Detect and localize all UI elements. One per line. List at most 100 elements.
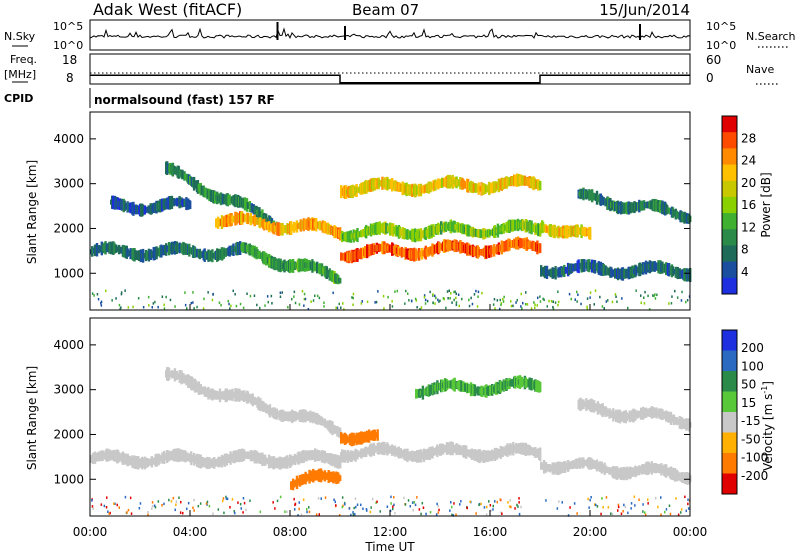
velocity-noise-cell — [623, 503, 625, 507]
velocity-noise-cell — [333, 498, 335, 501]
velocity-noise-cell — [284, 510, 286, 513]
power-noise-cell — [601, 305, 604, 308]
power-noise-cell — [627, 306, 629, 310]
velocity-ytick-label-2000: 2000 — [53, 427, 84, 441]
velocity-noise-cell — [153, 504, 156, 507]
power-panel-frame — [89, 111, 691, 311]
power-noise-cell — [169, 298, 172, 302]
power-noise-cell — [279, 295, 282, 298]
power-noise-cell — [438, 300, 440, 303]
power-noise-cell — [454, 290, 456, 293]
nsearch-tick-low: 10^0 — [706, 39, 736, 52]
velocity-noise-cell — [466, 506, 468, 510]
velocity-noise-cell — [306, 510, 308, 514]
velocity-colorbar: 200 100 50 15 -15 -50 -100 -200 — [721, 329, 768, 495]
power-noise-cell — [387, 295, 389, 299]
freq-label: Freq. — [10, 53, 37, 66]
velocity-noise-cell — [647, 502, 649, 505]
power-noise-cell — [647, 294, 649, 298]
power-noise-cell — [242, 306, 245, 310]
velocity-noise-cell — [356, 503, 359, 506]
velocity-noise-cell — [494, 500, 496, 503]
velocity-noise-cell — [179, 511, 182, 514]
velocity-noise-cell — [192, 506, 194, 509]
power-noise-cell — [451, 301, 453, 304]
velocity-noise-cell — [172, 496, 175, 500]
power-noise-cell — [594, 289, 597, 292]
velocity-noise-cell — [687, 498, 689, 501]
power-noise-cell — [270, 294, 273, 298]
velocity-noise-cell — [429, 511, 432, 514]
power-noise-cell — [192, 301, 194, 304]
power-noise-cell — [470, 296, 472, 300]
velocity-noise-cell — [242, 511, 244, 514]
velocity-colorbar-tick: 100 — [741, 359, 764, 373]
velocity-noise-cell — [638, 498, 640, 501]
power-noise-cell — [100, 300, 103, 304]
power-noise-cell — [423, 295, 426, 299]
power-noise-cell — [202, 307, 205, 310]
power-data-layer — [90, 161, 692, 311]
velocity-noise-cell — [371, 497, 374, 501]
power-noise-cell — [259, 306, 261, 310]
velocity-noise-cell — [240, 507, 242, 510]
power-noise-cell — [414, 297, 417, 301]
velocity-noise-cell — [633, 495, 636, 498]
power-colorbar-swatch — [722, 196, 737, 214]
velocity-noise-cell — [279, 495, 282, 499]
power-noise-cell — [680, 299, 683, 302]
power-noise-cell — [437, 298, 439, 302]
velocity-noise-cell — [297, 514, 299, 517]
power-noise-cell — [448, 289, 450, 292]
velocity-noise-cell — [680, 508, 683, 511]
velocity-noise-cell — [411, 501, 414, 504]
velocity-noise-cell — [286, 510, 288, 513]
power-noise-cell — [576, 300, 578, 303]
velocity-noise-cell — [362, 507, 364, 510]
velocity-noise-cell — [187, 501, 190, 505]
power-noise-cell — [477, 295, 479, 298]
velocity-noise-cell — [569, 506, 571, 509]
nsky-panel-frame — [89, 19, 691, 51]
power-noise-cell — [643, 302, 646, 305]
power-noise-cell — [676, 296, 679, 299]
power-noise-cell — [332, 291, 334, 295]
velocity-noise-cell — [369, 510, 372, 514]
velocity-noise-cell — [129, 496, 132, 500]
power-noise-cell — [132, 305, 134, 309]
power-noise-cell — [552, 305, 554, 309]
velocity-noise-cell — [231, 498, 234, 501]
velocity-noise-cell — [483, 506, 486, 509]
power-noise-cell — [681, 290, 683, 294]
power-noise-cell — [343, 308, 345, 311]
velocity-noise-cell — [217, 508, 220, 511]
velocity-colorbar-tick: 15 — [741, 396, 756, 410]
power-noise-cell — [432, 293, 434, 296]
power-noise-cell — [492, 303, 495, 306]
velocity-noise-cell — [413, 501, 415, 504]
power-noise-cell — [291, 297, 293, 301]
power-band-0-cell — [189, 200, 192, 210]
velocity-noise-cell — [390, 495, 392, 499]
power-noise-cell — [218, 301, 221, 304]
nsky-label: N.Sky — [4, 30, 36, 43]
power-noise-cell — [475, 289, 477, 293]
velocity-noise-cell — [92, 507, 94, 511]
velocity-noise-cell — [302, 498, 305, 501]
power-noise-cell — [494, 307, 496, 310]
velocity-noise-cell — [556, 507, 559, 510]
power-noise-cell — [279, 291, 282, 294]
velocity-noise-cell — [403, 496, 405, 500]
freq-unit-label: [MHz] — [4, 68, 36, 81]
velocity-noise-cell — [151, 507, 153, 510]
power-noise-cell — [446, 290, 449, 293]
velocity-colorbar-tick: 50 — [741, 378, 756, 392]
velocity-noise-cell — [324, 496, 327, 499]
power-noise-cell — [447, 297, 449, 300]
power-noise-cell — [493, 298, 496, 301]
velocity-noise-cell — [352, 511, 354, 514]
power-noise-cell — [533, 301, 535, 304]
velocity-noise-cell — [168, 498, 170, 502]
power-noise-cell — [443, 297, 445, 301]
velocity-noise-cell — [545, 499, 547, 502]
